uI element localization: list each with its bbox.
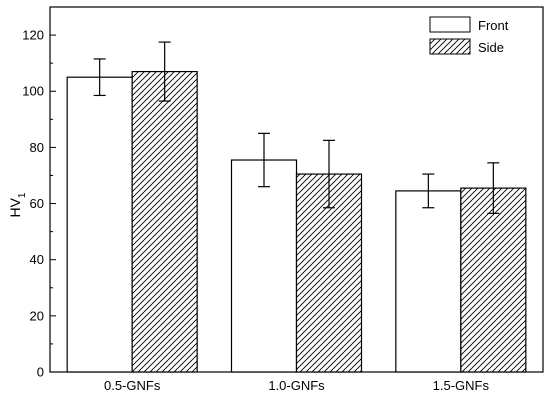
plot-area: 0 20 40 60 80 100 120 0.5-GNFs 1.0-GNFs 1.5-GNFs xyxy=(22,6,544,393)
y-axis-title-subscript: 1 xyxy=(17,192,28,198)
y-axis-title: HV1 xyxy=(7,192,28,217)
x-tick-label: 1.5-GNFs xyxy=(433,378,490,393)
y-tick-label: 20 xyxy=(30,308,44,323)
x-tick-label: 1.0-GNFs xyxy=(268,378,325,393)
bar-front xyxy=(230,159,298,373)
legend-label-side: Side xyxy=(478,40,504,55)
legend: Front Side xyxy=(429,16,509,55)
legend-swatch-front xyxy=(429,16,471,33)
bar-front xyxy=(66,76,133,373)
legend-swatch-side xyxy=(429,38,471,55)
y-tick-label: 120 xyxy=(22,28,44,43)
legend-label-front: Front xyxy=(478,18,509,33)
bar-side xyxy=(460,187,527,373)
y-tick-label: 60 xyxy=(30,196,44,211)
y-tick-label: 40 xyxy=(30,252,44,267)
y-tick-label: 100 xyxy=(22,84,44,99)
bar-front xyxy=(395,190,462,373)
bar-side xyxy=(131,70,198,373)
y-tick-label: 80 xyxy=(30,140,44,155)
y-tick-label: 0 xyxy=(37,365,44,380)
x-tick-label: 0.5-GNFs xyxy=(104,378,161,393)
